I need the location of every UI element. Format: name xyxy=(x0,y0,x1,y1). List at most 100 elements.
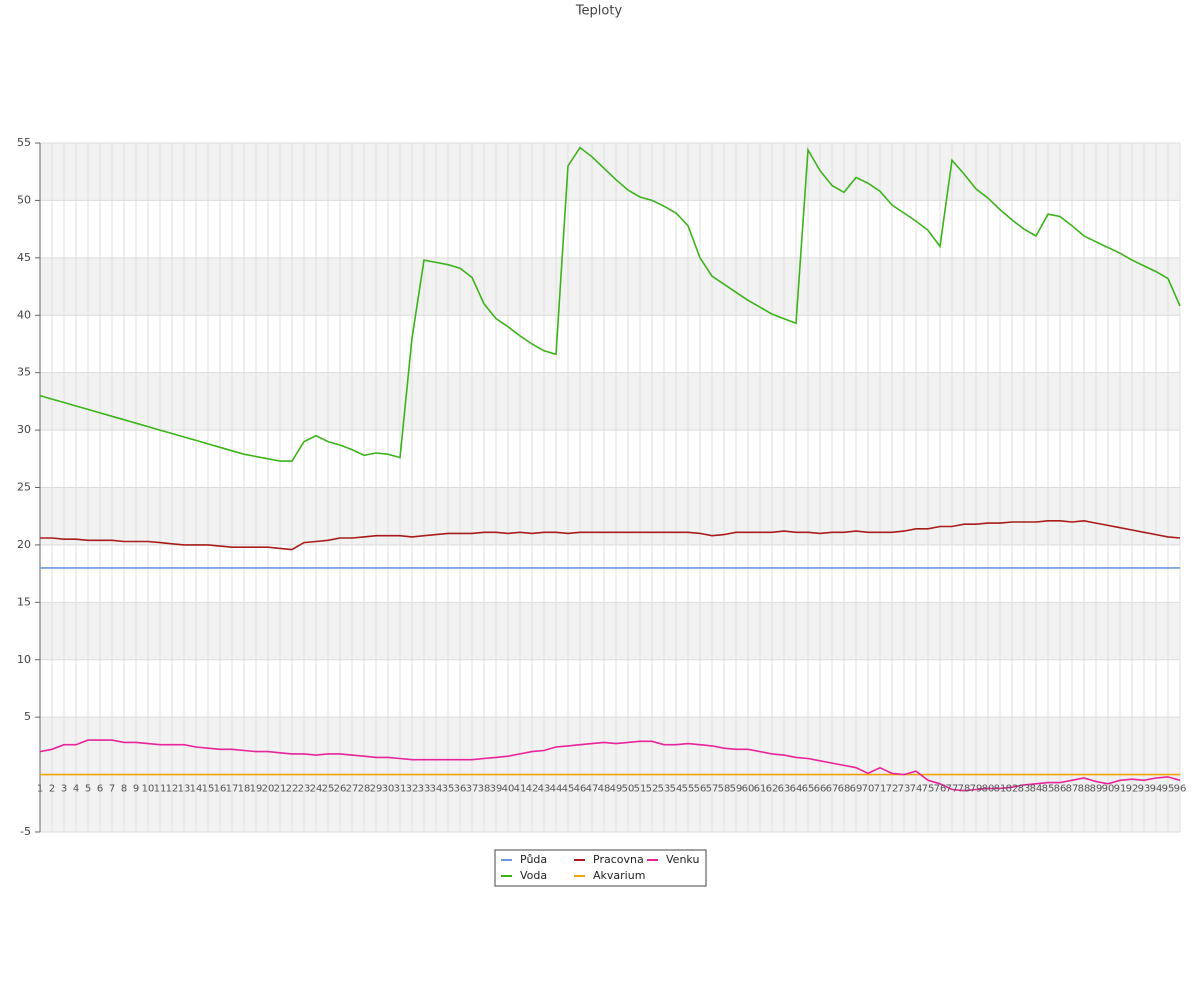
x-tick-label: 10 xyxy=(142,784,155,795)
series-line xyxy=(39,146,1181,462)
grid-band xyxy=(40,602,1180,660)
x-tick-label: 78 xyxy=(958,784,971,795)
x-tick-label: 26 xyxy=(334,784,347,795)
x-tick-label: 32 xyxy=(406,784,419,795)
y-tick-label: 5 xyxy=(24,710,31,723)
x-tick-label: 75 xyxy=(922,784,935,795)
y-tick-label: 10 xyxy=(17,653,31,666)
x-tick-label: 41 xyxy=(514,784,527,795)
x-tick-label: 49 xyxy=(610,784,623,795)
y-tick-label: 35 xyxy=(17,366,31,379)
x-tick-label: 22 xyxy=(286,784,299,795)
x-tick-label: 69 xyxy=(850,784,863,795)
x-tick-label: 94 xyxy=(1150,784,1163,795)
x-tick-label: 20 xyxy=(262,784,275,795)
grid-band xyxy=(40,143,1180,201)
x-tick-label: 23 xyxy=(298,784,311,795)
x-tick-label: 15 xyxy=(202,784,215,795)
x-tick-label: 35 xyxy=(442,784,455,795)
legend-label: Venku xyxy=(666,853,699,866)
x-tick-label: 92 xyxy=(1126,784,1139,795)
x-tick-label: 90 xyxy=(1102,784,1115,795)
x-tick-label: 82 xyxy=(1006,784,1019,795)
x-tick-label: 38 xyxy=(478,784,491,795)
x-tick-label: 96 xyxy=(1174,784,1187,795)
x-tick-label: 16 xyxy=(214,784,227,795)
x-tick-label: 83 xyxy=(1018,784,1031,795)
x-tick-label: 93 xyxy=(1138,784,1151,795)
x-tick-label: 54 xyxy=(670,784,683,795)
x-tick-label: 14 xyxy=(190,784,203,795)
grid-band xyxy=(40,487,1180,545)
x-tick-label: 19 xyxy=(250,784,263,795)
grid-band xyxy=(40,257,1180,316)
x-tick-label: 37 xyxy=(466,784,479,795)
x-tick-label: 2 xyxy=(49,784,55,795)
legend-label: Pracovna xyxy=(593,853,644,866)
x-tick-label: 17 xyxy=(226,784,239,795)
x-tick-label: 53 xyxy=(658,784,671,795)
x-tick-label: 71 xyxy=(874,784,887,795)
x-tick-label: 5 xyxy=(85,784,91,795)
x-tick-label: 44 xyxy=(550,784,563,795)
y-tick-label: 20 xyxy=(17,538,31,551)
x-tick-label: 39 xyxy=(490,784,503,795)
x-tick-label: 60 xyxy=(742,784,755,795)
x-tick-label: 74 xyxy=(910,784,923,795)
x-tick-label: 34 xyxy=(430,784,443,795)
x-tick-label: 57 xyxy=(706,784,719,795)
x-tick-label: 88 xyxy=(1078,784,1091,795)
x-tick-label: 27 xyxy=(346,784,359,795)
x-tick-label: 58 xyxy=(718,784,731,795)
x-tick-label: 61 xyxy=(754,784,767,795)
x-tick-label: 33 xyxy=(418,784,431,795)
x-tick-label: 85 xyxy=(1042,784,1055,795)
x-tick-label: 18 xyxy=(238,784,251,795)
x-tick-label: 59 xyxy=(730,784,743,795)
x-tick-label: 25 xyxy=(322,784,335,795)
x-tick-label: 47 xyxy=(586,784,599,795)
x-tick-label: 81 xyxy=(994,784,1007,795)
x-tick-label: 51 xyxy=(634,784,647,795)
x-tick-label: 6 xyxy=(97,784,103,795)
x-tick-label: 84 xyxy=(1030,784,1043,795)
y-tick-label: 40 xyxy=(17,308,31,321)
y-tick-label: 55 xyxy=(17,136,31,149)
x-tick-label: 30 xyxy=(382,784,395,795)
x-tick-label: 79 xyxy=(970,784,983,795)
legend-box xyxy=(494,849,707,887)
y-tick-label: 45 xyxy=(17,251,31,264)
x-tick-label: 24 xyxy=(310,784,323,795)
y-tick-label: -5 xyxy=(20,825,31,838)
x-tick-label: 43 xyxy=(538,784,551,795)
x-tick-label: 29 xyxy=(370,784,383,795)
x-tick-label: 62 xyxy=(766,784,779,795)
legend-label: Půda xyxy=(520,853,547,866)
x-tick-label: 12 xyxy=(166,784,179,795)
y-tick-label: 15 xyxy=(17,595,31,608)
x-tick-label: 9 xyxy=(133,784,139,795)
x-tick-label: 86 xyxy=(1054,784,1067,795)
x-tick-label: 46 xyxy=(574,784,587,795)
x-tick-label: 8 xyxy=(121,784,127,795)
x-tick-label: 28 xyxy=(358,784,371,795)
y-tick-label: 25 xyxy=(17,481,31,494)
x-tick-label: 21 xyxy=(274,784,287,795)
x-tick-label: 68 xyxy=(838,784,851,795)
x-tick-label: 4 xyxy=(73,784,79,795)
grid-band xyxy=(40,372,1180,431)
x-tick-label: 76 xyxy=(934,784,947,795)
x-tick-label: 55 xyxy=(682,784,695,795)
x-tick-label: 56 xyxy=(694,784,707,795)
x-tick-label: 40 xyxy=(502,784,515,795)
x-tick-label: 64 xyxy=(790,784,803,795)
x-tick-label: 72 xyxy=(886,784,899,795)
x-tick-label: 77 xyxy=(946,784,959,795)
x-tick-label: 65 xyxy=(802,784,815,795)
chart-title: Teploty xyxy=(575,4,623,19)
x-tick-label: 80 xyxy=(982,784,995,795)
x-tick-label: 63 xyxy=(778,784,791,795)
x-tick-label: 73 xyxy=(898,784,911,795)
x-tick-label: 50 xyxy=(622,784,635,795)
